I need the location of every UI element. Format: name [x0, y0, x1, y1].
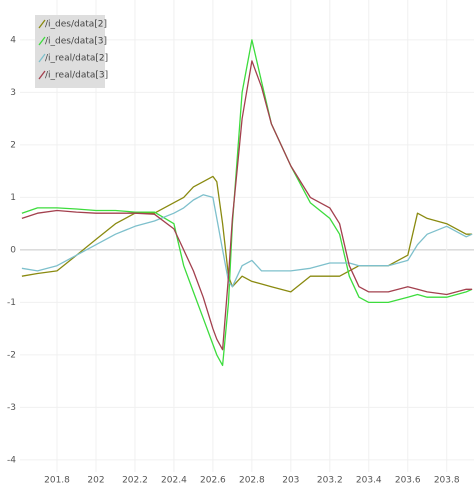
x-tick-label: 203.6: [395, 476, 421, 485]
series-line: [21, 39, 473, 367]
series-line: [21, 175, 473, 293]
x-tick-label: 203.8: [434, 476, 460, 485]
x-tick-label: 203.2: [317, 476, 343, 485]
y-tick-label: 2: [10, 140, 16, 150]
x-tick-label: 202.2: [122, 476, 148, 485]
legend-swatch: [38, 19, 46, 29]
y-tick-label: -4: [7, 455, 16, 465]
series-line: [21, 60, 473, 351]
legend-swatch: [38, 70, 46, 80]
x-tick-label: 202.6: [200, 476, 226, 485]
y-tick-label: 3: [10, 88, 16, 98]
y-tick-label: -2: [7, 350, 16, 360]
legend-label: /i_des/data[3]: [45, 37, 107, 47]
x-tick-label: 203.4: [356, 476, 382, 485]
y-tick-label: 4: [10, 35, 16, 45]
legend-box: [35, 15, 105, 88]
legend-swatch: [38, 53, 46, 63]
x-tick-label: 202.8: [239, 476, 265, 485]
series-line: [21, 194, 473, 288]
legend-label: /i_real/data[2]: [45, 54, 108, 64]
y-tick-label: -1: [7, 298, 16, 308]
x-tick-label: 201.8: [44, 476, 70, 485]
y-tick-label: -3: [7, 403, 16, 413]
x-tick-label: 203: [282, 476, 299, 485]
y-tick-label: 1: [10, 193, 16, 203]
y-tick-label: 0: [10, 245, 16, 255]
x-tick-label: 202: [87, 476, 104, 485]
legend-label: /i_real/data[3]: [45, 71, 108, 81]
legend-label: /i_des/data[2]: [45, 20, 107, 30]
legend-swatch: [38, 36, 46, 46]
x-tick-label: 202.4: [161, 476, 187, 485]
